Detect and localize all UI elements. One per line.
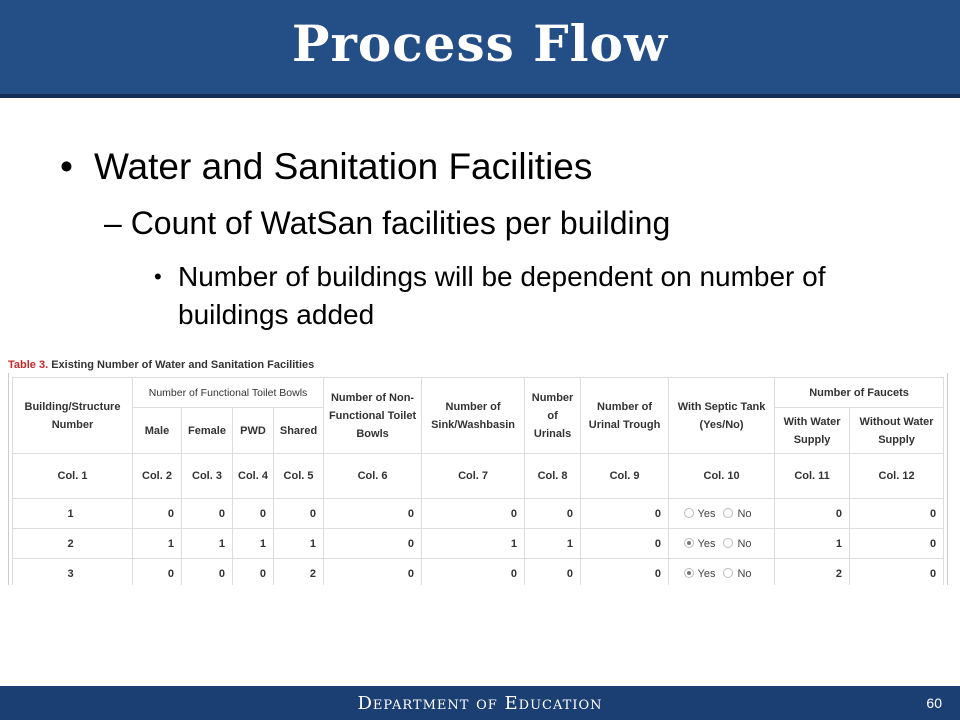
count-cell-female: 1 bbox=[181, 528, 233, 559]
count-cell-female: 0 bbox=[181, 558, 233, 585]
header-sink: Number of Sink/Washbasin bbox=[421, 377, 526, 454]
col-label: Col. 8 bbox=[524, 453, 582, 499]
header-pwd: PWD bbox=[232, 407, 274, 454]
bullet-level2: – Count of WatSan facilities per buildin… bbox=[104, 205, 671, 241]
building-number-cell: 3 bbox=[12, 558, 133, 585]
header-shared: Shared bbox=[272, 407, 325, 454]
septic-no-radio[interactable] bbox=[723, 507, 734, 518]
header-urinals: Number of Urinals bbox=[524, 377, 582, 454]
septic-no-label: No bbox=[737, 507, 752, 520]
count-cell-shared: 2 bbox=[272, 558, 325, 585]
count-cell-urinals: 0 bbox=[524, 558, 582, 585]
count-cell-with-water: 1 bbox=[774, 528, 851, 559]
header-urinal-trough: Number of Urinal Trough bbox=[580, 377, 670, 454]
septic-cell: Yes No bbox=[668, 558, 776, 585]
table-caption-label: Table 3. bbox=[8, 359, 49, 371]
septic-no-radio[interactable] bbox=[723, 537, 734, 548]
table-container: Building/Structure Number Number of Func… bbox=[8, 373, 948, 585]
count-cell-trough: 0 bbox=[580, 558, 670, 585]
col-label: Col. 3 bbox=[181, 453, 233, 499]
count-cell-nonfunc: 0 bbox=[323, 528, 423, 559]
col-label: Col. 1 bbox=[12, 453, 133, 499]
count-cell-shared: 0 bbox=[272, 498, 325, 529]
col-label: Col. 6 bbox=[323, 453, 423, 499]
col-label: Col. 5 bbox=[272, 453, 325, 499]
count-cell-sink: 1 bbox=[421, 528, 526, 559]
bullet-level3-text: Number of buildings will be dependent on… bbox=[178, 261, 826, 330]
septic-yes-radio[interactable] bbox=[683, 567, 694, 578]
count-cell-urinals: 1 bbox=[524, 528, 582, 559]
count-cell-pwd: 0 bbox=[232, 498, 274, 529]
header-faucet-group: Number of Faucets bbox=[774, 377, 945, 408]
count-cell-without-water: 0 bbox=[849, 558, 945, 585]
header-septic: With Septic Tank (Yes/No) bbox=[668, 377, 776, 454]
col-label: Col. 10 bbox=[668, 453, 776, 499]
count-cell-trough: 0 bbox=[580, 498, 670, 529]
septic-yes-label: Yes bbox=[697, 507, 716, 520]
bullet-dot: • bbox=[154, 264, 162, 289]
count-cell-with-water: 2 bbox=[774, 558, 851, 585]
count-cell-with-water: 0 bbox=[774, 498, 851, 529]
table-row: 3 0 0 0 2 0 0 0 0 Yes No 2 0 bbox=[12, 558, 945, 585]
slide-title: Process Flow bbox=[291, 14, 669, 73]
count-cell-pwd: 0 bbox=[232, 558, 274, 585]
septic-cell: Yes No bbox=[668, 498, 776, 529]
department-name: Department of Education bbox=[357, 693, 603, 714]
count-cell-male: 0 bbox=[132, 498, 182, 529]
header-building: Building/Structure Number bbox=[12, 377, 133, 454]
table-caption-text: Existing Number of Water and Sanitation … bbox=[48, 359, 315, 371]
count-cell-sink: 0 bbox=[421, 558, 526, 585]
watsan-table: Building/Structure Number Number of Func… bbox=[12, 377, 945, 585]
building-number-cell: 1 bbox=[12, 498, 133, 529]
header-without-water: Without Water Supply bbox=[849, 407, 945, 454]
table-caption: Table 3. Existing Number of Water and Sa… bbox=[8, 359, 314, 371]
count-cell-sink: 0 bbox=[421, 498, 526, 529]
col-label: Col. 12 bbox=[849, 453, 945, 499]
header-nonfunctional: Number of Non-Functional Toilet Bowls bbox=[323, 377, 423, 454]
table-row: 2 1 1 1 1 0 1 1 0 Yes No 1 0 bbox=[12, 528, 945, 559]
count-cell-male: 1 bbox=[132, 528, 182, 559]
count-cell-pwd: 1 bbox=[232, 528, 274, 559]
table-row: 1 0 0 0 0 0 0 0 0 Yes No 0 0 bbox=[12, 498, 945, 529]
count-cell-shared: 1 bbox=[272, 528, 325, 559]
septic-yes-label: Yes bbox=[697, 537, 716, 550]
header-toilet-group: Number of Functional Toilet Bowls bbox=[131, 377, 325, 408]
count-cell-female: 0 bbox=[181, 498, 233, 529]
count-cell-without-water: 0 bbox=[849, 498, 945, 529]
septic-no-label: No bbox=[737, 537, 752, 550]
count-cell-urinals: 0 bbox=[524, 498, 582, 529]
septic-no-label: No bbox=[737, 567, 752, 580]
count-cell-male: 0 bbox=[132, 558, 182, 585]
count-cell-without-water: 0 bbox=[849, 528, 945, 559]
bullet-dot: • bbox=[60, 146, 73, 187]
septic-yes-radio[interactable] bbox=[683, 537, 694, 548]
header-male: Male bbox=[132, 407, 182, 454]
bullet-level1-text: Water and Sanitation Facilities bbox=[94, 146, 593, 187]
count-cell-nonfunc: 0 bbox=[323, 498, 423, 529]
septic-no-radio[interactable] bbox=[723, 567, 734, 578]
header-female: Female bbox=[181, 407, 233, 454]
septic-yes-label: Yes bbox=[697, 567, 716, 580]
col-label: Col. 7 bbox=[421, 453, 526, 499]
col-label: Col. 11 bbox=[774, 453, 851, 499]
septic-yes-radio[interactable] bbox=[683, 507, 694, 518]
septic-cell: Yes No bbox=[668, 528, 776, 559]
header-with-water: With Water Supply bbox=[774, 407, 851, 454]
col-label: Col. 2 bbox=[132, 453, 182, 499]
page-number: 60 bbox=[926, 695, 942, 711]
count-cell-trough: 0 bbox=[580, 528, 670, 559]
count-cell-nonfunc: 0 bbox=[323, 558, 423, 585]
col-label: Col. 9 bbox=[580, 453, 670, 499]
building-number-cell: 2 bbox=[12, 528, 133, 559]
footer-bar: Department of Education 60 bbox=[0, 686, 960, 720]
col-label: Col. 4 bbox=[232, 453, 274, 499]
title-bar: Process Flow bbox=[0, 0, 960, 98]
